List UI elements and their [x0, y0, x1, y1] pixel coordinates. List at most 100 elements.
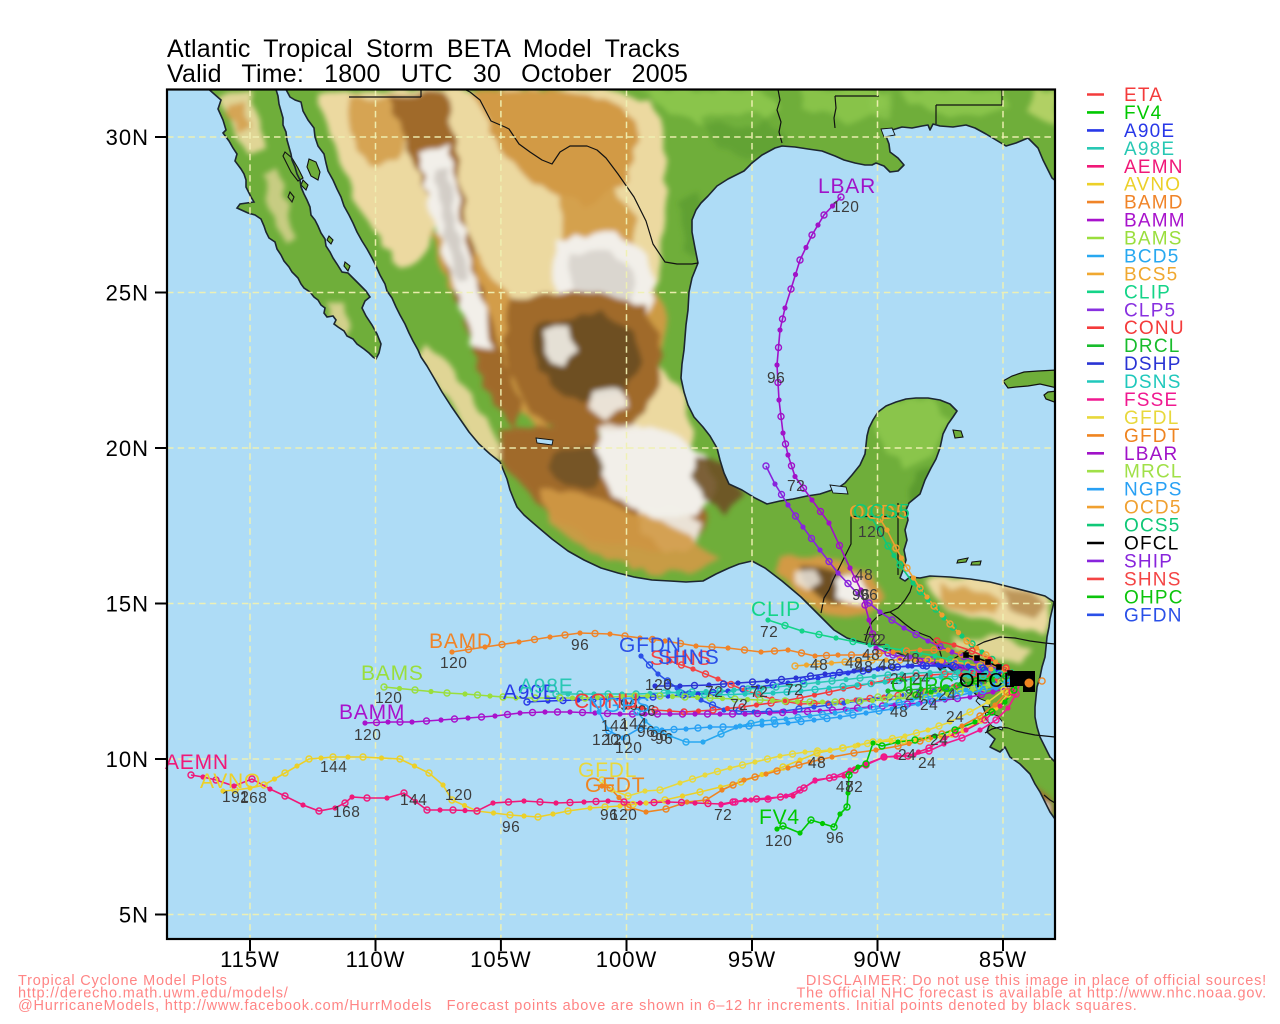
svg-text:GFDT: GFDT [585, 774, 645, 797]
svg-text:NGPS: NGPS [588, 694, 651, 717]
svg-text:FSSE: FSSE [1124, 390, 1178, 411]
svg-text:90W: 90W [853, 947, 901, 972]
svg-text:48: 48 [836, 779, 854, 796]
svg-text:120: 120 [832, 199, 859, 216]
svg-text:120: 120 [354, 727, 381, 744]
svg-text:85W: 85W [979, 947, 1027, 972]
svg-text:MRCL: MRCL [1124, 462, 1183, 483]
svg-text:BAMS: BAMS [361, 662, 424, 685]
svg-text:105W: 105W [470, 947, 531, 972]
svg-text:48: 48 [855, 659, 873, 676]
svg-text:SHIP: SHIP [1124, 551, 1173, 572]
svg-text:96: 96 [600, 807, 618, 824]
svg-text:BAMM: BAMM [339, 701, 405, 724]
svg-text:72: 72 [785, 682, 803, 699]
svg-text:AEMN: AEMN [1124, 157, 1184, 178]
svg-text:GFDT: GFDT [1124, 426, 1181, 447]
svg-text:95W: 95W [728, 947, 776, 972]
svg-text:120: 120 [592, 732, 619, 749]
svg-text:96: 96 [571, 637, 589, 654]
svg-text:144: 144 [400, 792, 427, 809]
svg-text:SHNS: SHNS [658, 646, 720, 669]
svg-text:DISCLAIMER: Do not use this im: DISCLAIMER: Do not use this image in pla… [806, 973, 1267, 989]
svg-text:5N: 5N [119, 903, 149, 928]
svg-text:96: 96 [860, 587, 878, 604]
svg-text:OCS5: OCS5 [853, 501, 911, 523]
svg-text:120: 120 [375, 690, 402, 707]
svg-text:A90E: A90E [1124, 121, 1175, 142]
svg-text:BAMD: BAMD [429, 630, 493, 653]
svg-text:100W: 100W [596, 947, 657, 972]
svg-text:LBAR: LBAR [1124, 444, 1178, 465]
svg-text:GFDL: GFDL [1124, 408, 1179, 429]
svg-text:96: 96 [502, 819, 520, 836]
svg-text:24: 24 [905, 687, 923, 704]
svg-text:DSNS: DSNS [1124, 372, 1182, 393]
svg-text:OFCL: OFCL [1124, 534, 1179, 555]
svg-text:BAMM: BAMM [1124, 211, 1186, 232]
svg-text:BCD5: BCD5 [1124, 247, 1179, 268]
svg-text:SHNS: SHNS [650, 647, 712, 670]
svg-text:144: 144 [620, 716, 647, 733]
svg-text:24: 24 [912, 671, 930, 688]
svg-text:A98E: A98E [519, 675, 574, 698]
svg-text:Tropical Cyclone Model Plots: Tropical Cyclone Model Plots [18, 973, 228, 989]
svg-text:CONU: CONU [1124, 318, 1185, 339]
svg-text:72: 72 [845, 779, 863, 796]
svg-text:96: 96 [655, 731, 673, 748]
svg-text:48: 48 [902, 651, 920, 668]
svg-text:96: 96 [650, 728, 668, 745]
svg-text:72: 72 [760, 624, 778, 641]
svg-text:24: 24 [918, 755, 936, 772]
svg-text:120: 120 [615, 740, 642, 757]
svg-text:72: 72 [868, 632, 886, 649]
svg-text:CLP5: CLP5 [1124, 300, 1176, 321]
svg-text:@HurricaneModels, http://www.f: @HurricaneModels, http://www.facebook.co… [18, 998, 1138, 1014]
svg-text:FV4: FV4 [1124, 103, 1162, 124]
svg-text:24: 24 [946, 709, 964, 726]
svg-text:48: 48 [808, 755, 826, 772]
svg-text:24: 24 [920, 697, 938, 714]
svg-text:CONU: CONU [574, 690, 639, 713]
svg-text:48: 48 [862, 647, 880, 664]
svg-text:120: 120 [445, 787, 472, 804]
svg-text:GFDL: GFDL [578, 759, 637, 782]
svg-text:96: 96 [767, 370, 785, 387]
svg-text:15N: 15N [106, 592, 149, 617]
svg-text:120: 120 [610, 807, 637, 824]
svg-text:OCS5: OCS5 [1124, 516, 1181, 537]
svg-text:AVNO: AVNO [200, 770, 261, 793]
svg-text:AVNO: AVNO [1124, 175, 1181, 196]
svg-text:110W: 110W [346, 947, 406, 972]
svg-text:24: 24 [938, 687, 956, 704]
svg-text:CLIP: CLIP [1124, 282, 1171, 303]
svg-text:NGPS: NGPS [1124, 480, 1183, 501]
svg-text:48: 48 [855, 567, 873, 584]
svg-text:Valid Time: 1800 UTC 30 Octobe: Valid Time: 1800 UTC 30 October 2005 [167, 60, 688, 88]
svg-text:BCS5: BCS5 [1124, 264, 1178, 285]
svg-text:SHNS: SHNS [1124, 569, 1182, 590]
svg-text:CLIP: CLIP [751, 598, 801, 621]
svg-text:OHPC: OHPC [1124, 587, 1184, 608]
svg-text:BAMS: BAMS [1124, 229, 1183, 250]
svg-text:OHPC: OHPC [891, 674, 955, 697]
svg-text:48: 48 [878, 657, 896, 674]
svg-text:96: 96 [638, 703, 656, 720]
svg-text:72: 72 [750, 684, 768, 701]
svg-text:120: 120 [858, 524, 885, 541]
svg-text:168: 168 [240, 790, 267, 807]
svg-text:30N: 30N [106, 125, 149, 150]
svg-text:A90E: A90E [503, 681, 558, 704]
svg-text:120: 120 [645, 677, 672, 694]
svg-text:GFDN: GFDN [1124, 605, 1183, 626]
svg-text:48: 48 [845, 655, 863, 672]
svg-text:96: 96 [637, 724, 655, 741]
svg-text:192: 192 [222, 789, 249, 806]
svg-text:ETA: ETA [1124, 85, 1163, 106]
svg-text:72: 72 [714, 807, 732, 824]
svg-text:48: 48 [890, 704, 908, 721]
svg-text:The official NHC forecast is a: The official NHC forecast is available a… [796, 986, 1267, 1002]
svg-text:120: 120 [604, 732, 631, 749]
svg-text:72: 72 [705, 684, 723, 701]
svg-text:DRCL: DRCL [1124, 336, 1181, 357]
